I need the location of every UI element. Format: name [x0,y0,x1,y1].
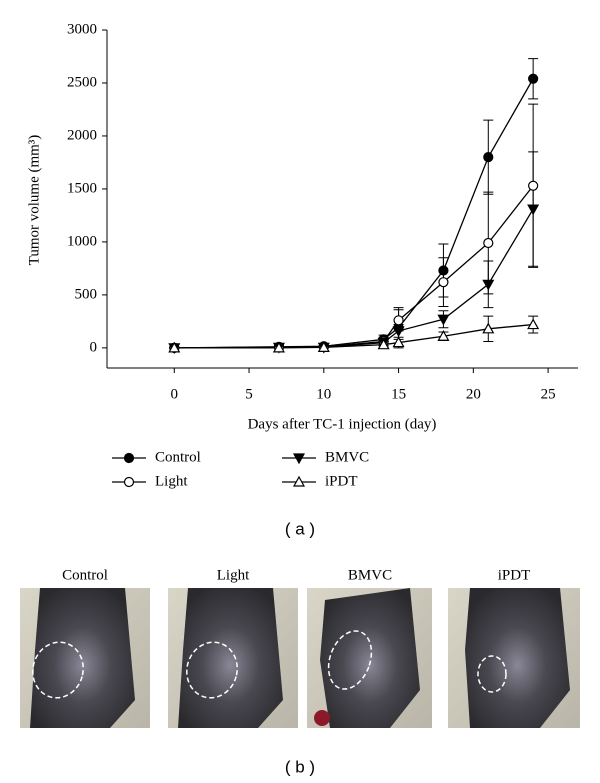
data-point [438,265,449,276]
x-tick-label: 25 [541,386,556,402]
data-point [272,341,285,353]
x-tick-label: 20 [466,386,481,402]
legend-label: Light [155,473,188,489]
data-point [317,341,330,352]
y-tick-label: 1000 [67,233,97,249]
series-line [174,78,534,349]
legend-label: iPDT [325,473,358,489]
data-point [527,204,540,216]
panel-label: ( a ) [285,519,315,538]
photo-label: iPDT [498,567,531,583]
data-point [377,338,390,350]
legend-marker [123,476,135,488]
legend-marker [292,453,306,465]
data-point [483,152,494,163]
data-point [527,318,540,330]
data-point [392,326,405,338]
panel-label: ( b ) [285,757,315,776]
photo [168,588,298,728]
y-tick-label: 1500 [67,180,97,196]
series-line [174,323,534,349]
data-point [437,314,450,326]
photo [20,588,150,728]
legend-marker [292,475,306,487]
data-point [393,315,404,326]
data-point [438,277,449,288]
photo-label: BMVC [348,567,392,583]
y-axis-label: Tumor volume (mm³) [26,135,42,266]
legend-label: Control [155,449,201,465]
y-tick-label: 2000 [67,127,97,143]
data-point [528,73,539,84]
series-line [174,185,534,349]
legend-marker [123,452,135,464]
data-point [482,322,495,334]
x-axis-label: Days after TC-1 injection (day) [248,416,437,432]
data-point [482,279,495,291]
x-tick-label: 0 [171,386,179,402]
y-tick-label: 3000 [67,21,97,37]
y-tick-label: 500 [75,286,98,302]
legend-label: BMVC [325,449,369,465]
photo-label: Light [217,567,250,583]
photo [448,588,580,728]
y-tick-label: 0 [90,339,98,355]
photo-label: Control [62,567,108,583]
x-tick-label: 5 [245,386,253,402]
data-point [437,329,450,341]
data-point [483,237,494,249]
data-point [528,180,539,191]
x-tick-label: 10 [316,386,331,402]
series-line [174,208,534,349]
x-tick-label: 15 [391,386,406,402]
data-point [168,341,181,353]
y-tick-label: 2500 [67,74,97,90]
photo [307,588,432,728]
data-point [392,336,405,348]
